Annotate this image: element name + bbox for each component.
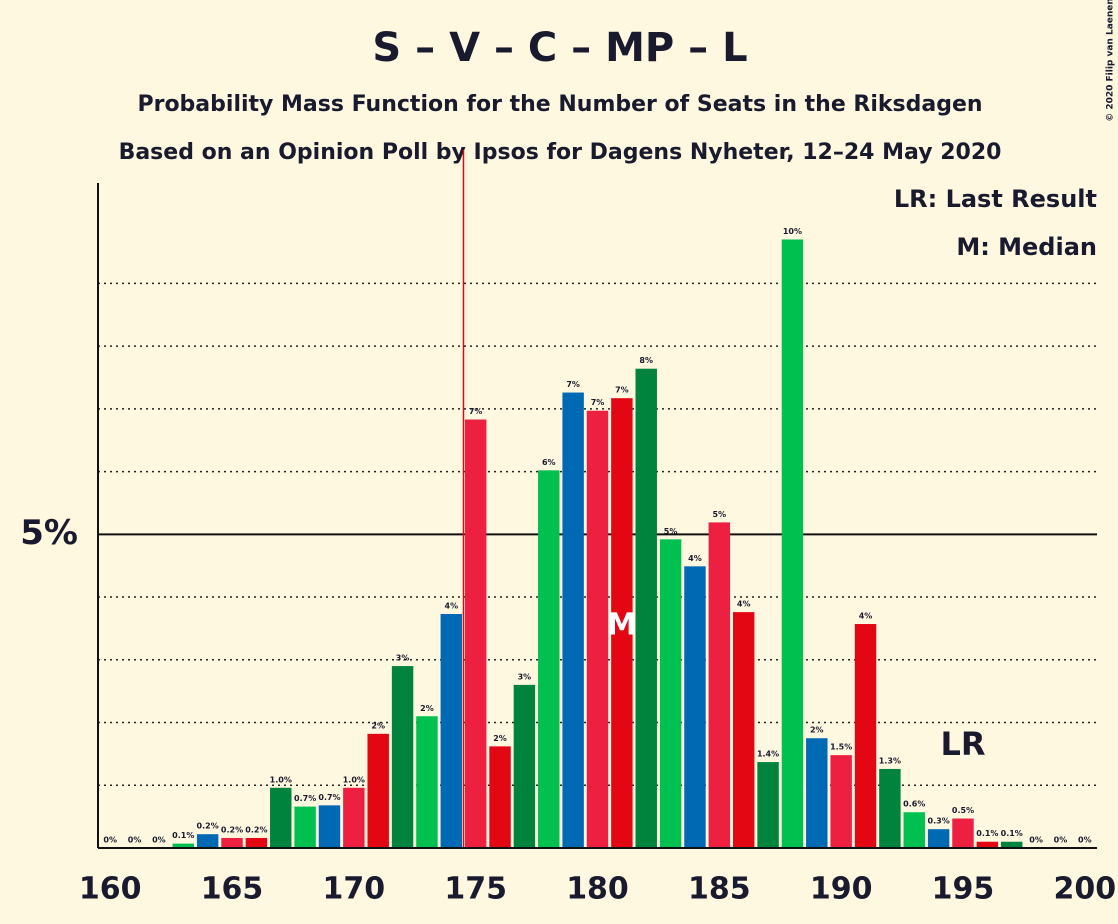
value-label: 7% — [615, 386, 629, 395]
x-tick-label: 175 — [444, 872, 507, 907]
value-label: 0.1% — [172, 831, 194, 840]
value-label: 4% — [859, 612, 873, 621]
bar — [830, 755, 852, 848]
value-label: 0.5% — [952, 806, 974, 815]
value-label: 3% — [518, 672, 532, 681]
bar — [391, 666, 414, 848]
value-label: 0.7% — [318, 793, 340, 802]
value-label: 3% — [396, 654, 410, 663]
bar — [903, 812, 925, 848]
x-tick-label: 200 — [1054, 872, 1117, 907]
value-label: 0% — [1029, 836, 1043, 845]
value-label: 0.2% — [245, 825, 267, 834]
value-label: 4% — [445, 601, 459, 610]
value-label: 1.3% — [879, 756, 901, 765]
bar — [270, 787, 292, 848]
value-label: 2% — [810, 726, 824, 735]
bar — [757, 762, 779, 848]
chart-title: S – V – C – MP – L — [372, 25, 747, 71]
value-label: 0.3% — [928, 817, 950, 826]
value-label: 4% — [688, 554, 702, 563]
median-marker: M — [607, 608, 637, 643]
value-label: 2% — [420, 704, 434, 713]
value-label: 7% — [591, 398, 605, 407]
value-label: 0.7% — [294, 794, 316, 803]
value-label: 0% — [103, 836, 117, 845]
value-label: 0% — [128, 836, 142, 845]
last-result-marker: LR — [940, 725, 985, 763]
chart-subtitle: Based on an Opinion Poll by Ipsos for Da… — [119, 140, 1002, 165]
bar — [416, 716, 438, 848]
chart-subtitle: Probability Mass Function for the Number… — [137, 92, 982, 117]
bar — [245, 837, 268, 848]
x-tick-label: 160 — [79, 872, 142, 907]
bar — [952, 818, 974, 848]
bar — [196, 834, 219, 848]
bar — [854, 624, 877, 848]
value-label: 1.0% — [270, 775, 292, 784]
value-label: 7% — [469, 407, 483, 416]
x-tick-label: 170 — [323, 872, 386, 907]
value-label: 1.4% — [757, 750, 779, 759]
copyright: © 2020 Filip van Laenen — [1106, 0, 1116, 122]
bar — [440, 613, 463, 848]
value-label: 1.5% — [830, 743, 852, 752]
bar — [611, 398, 633, 848]
value-label: 6% — [542, 458, 556, 467]
bar — [659, 539, 682, 848]
bar — [781, 239, 804, 848]
x-tick-label: 165 — [201, 872, 264, 907]
value-label: 0.1% — [1001, 829, 1023, 838]
legend-entry: LR: Last Result — [894, 185, 1097, 213]
value-label: 10% — [783, 227, 802, 236]
bar — [927, 829, 950, 848]
bar — [489, 746, 511, 848]
x-tick-label: 180 — [566, 872, 629, 907]
bar — [976, 841, 999, 848]
bar — [586, 410, 609, 848]
value-label: 0.2% — [197, 822, 219, 831]
value-label: 0% — [1078, 836, 1092, 845]
value-label: 0% — [152, 836, 166, 845]
x-tick-label: 195 — [932, 872, 995, 907]
legend-entry: M: Median — [956, 233, 1097, 261]
value-label: 0.1% — [976, 829, 998, 838]
bar — [879, 768, 901, 848]
bar — [635, 368, 657, 848]
bar — [538, 470, 560, 848]
value-label: 0% — [1054, 836, 1068, 845]
bar — [732, 612, 755, 848]
x-tick-label: 185 — [688, 872, 751, 907]
bar — [684, 566, 706, 848]
value-label: 0.2% — [221, 825, 243, 834]
value-label: 5% — [664, 527, 678, 536]
x-tick-label: 190 — [810, 872, 873, 907]
bar — [367, 733, 389, 848]
value-label: 1.0% — [343, 775, 365, 784]
bar — [294, 806, 316, 848]
bar — [562, 392, 584, 848]
value-label: 8% — [639, 356, 653, 365]
bar — [806, 738, 828, 848]
value-label: 7% — [566, 380, 580, 389]
value-label: 0.6% — [903, 800, 925, 809]
value-label: 2% — [371, 721, 385, 730]
bar — [221, 837, 243, 848]
bar — [464, 419, 487, 848]
value-label: 5% — [713, 510, 727, 519]
bar — [318, 805, 341, 848]
bar — [513, 684, 536, 848]
bar — [1000, 841, 1023, 848]
bar — [708, 522, 731, 848]
y-tick-label: 5% — [20, 513, 78, 553]
value-label: 4% — [737, 600, 751, 609]
bar — [172, 843, 195, 848]
value-label: 2% — [493, 734, 507, 743]
bar — [343, 787, 365, 848]
